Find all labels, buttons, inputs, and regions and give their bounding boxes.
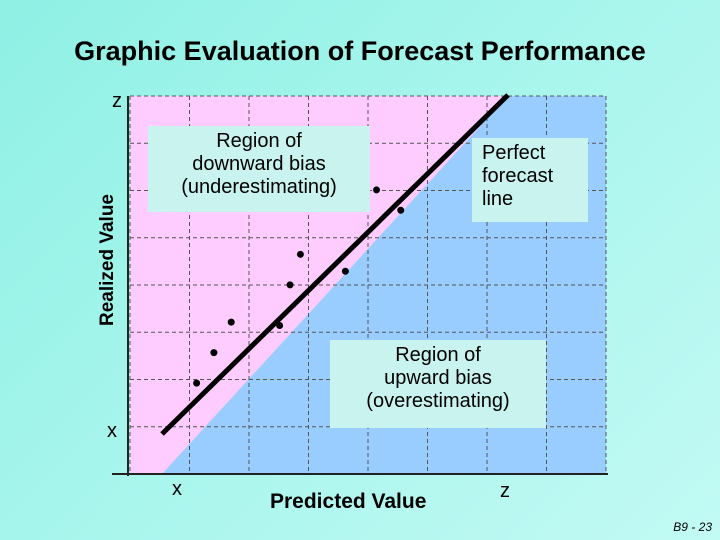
downward-bias-line-2: downward bias — [192, 153, 326, 175]
y-axis-title: Realized Value — [97, 193, 118, 327]
perfect-line-line-1: Perfect — [482, 142, 546, 164]
downward-bias-line-3: (underestimating) — [181, 176, 337, 198]
upward-bias-line-3: (overestimating) — [366, 390, 510, 412]
data-point — [373, 186, 381, 194]
slide-number: B9 - 23 — [673, 520, 712, 534]
y-axis-bottom-label: x — [107, 420, 117, 442]
upward-bias-label: Region of upward bias (overestimating) — [330, 340, 546, 428]
data-point — [210, 349, 218, 357]
downward-bias-label: Region of downward bias (underestimating… — [148, 126, 370, 212]
data-point — [341, 267, 349, 275]
y-axis-top-label: z — [112, 90, 122, 112]
slide-title: Graphic Evaluation of Forecast Performan… — [74, 36, 646, 66]
upward-bias-line-2: upward bias — [384, 367, 492, 389]
upward-bias-line-1: Region of — [395, 344, 481, 366]
perfect-line-line-3: line — [482, 188, 514, 210]
data-point — [286, 281, 294, 289]
data-point — [296, 250, 304, 258]
perfect-forecast-line — [160, 93, 510, 436]
data-point — [193, 379, 201, 387]
data-point — [397, 206, 405, 214]
perfect-line-line-2: forecast — [482, 165, 554, 187]
x-axis-title: Predicted Value — [270, 490, 427, 513]
data-point — [227, 318, 235, 326]
x-axis-right-label: z — [500, 480, 510, 502]
perfect-line-label: Perfect forecast line — [472, 138, 588, 222]
data-points — [193, 186, 405, 387]
downward-bias-line-1: Region of — [216, 130, 302, 152]
data-point — [276, 322, 284, 330]
x-axis-left-label: x — [172, 478, 182, 500]
